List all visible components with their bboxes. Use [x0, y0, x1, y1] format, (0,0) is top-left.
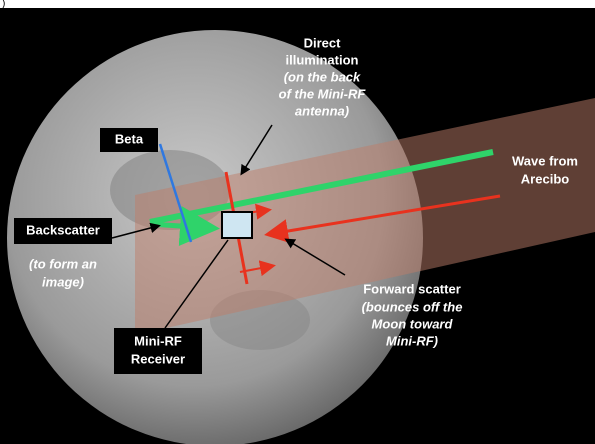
- label-note: antenna): [295, 103, 349, 118]
- label-note: of the Mini-RF: [279, 86, 367, 101]
- label-heading: illumination: [286, 52, 359, 67]
- antenna-arrow: [239, 260, 276, 277]
- label-note: (bounces off the: [362, 299, 463, 314]
- wave-label: Wave from: [512, 153, 578, 168]
- receiver-box: [221, 211, 253, 239]
- receiver-label: Mini-RF: [134, 333, 182, 348]
- wave-label: Arecibo: [521, 171, 569, 186]
- receiver-label: Receiver: [131, 351, 185, 366]
- leader-line: [111, 222, 161, 239]
- leader-line: [164, 239, 229, 329]
- label-heading: Direct: [304, 35, 342, 50]
- beta-line: [158, 143, 193, 243]
- forward-scatter-arrow: [264, 194, 501, 243]
- label-box: [14, 218, 112, 244]
- caption-fragment: ): [2, 0, 5, 10]
- leader-line: [240, 124, 273, 176]
- label-note: Moon toward: [372, 316, 454, 331]
- beta-label: Beta: [115, 131, 144, 146]
- label-note: Mini-RF): [386, 333, 438, 348]
- top-strip: [0, 0, 595, 8]
- label-note: (on the back: [284, 69, 361, 84]
- backscatter-label: Backscatter: [26, 222, 100, 237]
- label-box: [100, 128, 158, 152]
- forward-scatter-label: Forward scatter: [363, 281, 461, 296]
- label-note: (to form an: [29, 256, 97, 271]
- leader-line: [284, 238, 346, 276]
- label-box: [114, 328, 202, 374]
- label-note: image): [42, 274, 84, 289]
